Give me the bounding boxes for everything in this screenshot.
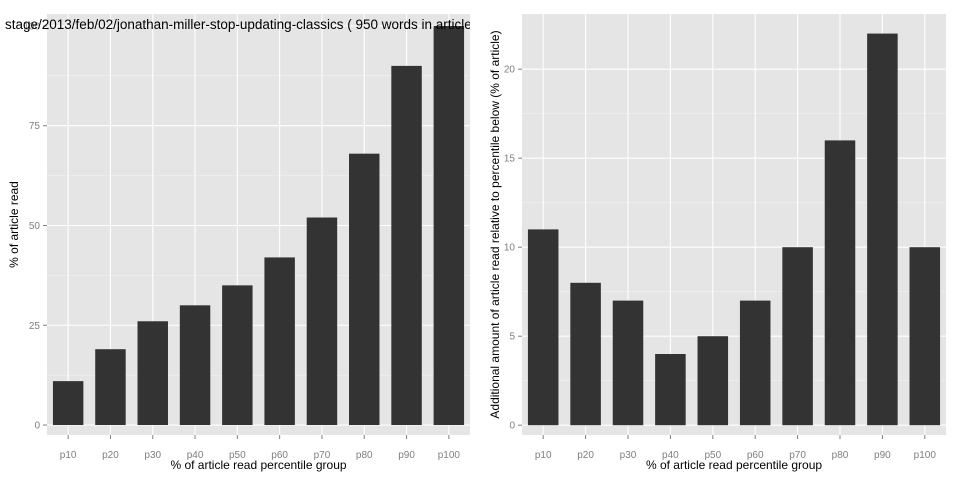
x-axis-title: % of article read percentile group [646,458,822,472]
x-tick-label: p80 [356,450,373,461]
x-tick-label: p10 [535,450,552,461]
x-tick-label: p50 [704,450,721,461]
x-tick-label: p100 [914,450,937,461]
x-tick-label: p50 [229,450,246,461]
bar-p60 [739,300,771,426]
y-tick-label: 5 [509,332,515,343]
x-tick-label: p20 [577,450,594,461]
y-tick-label: 100 [23,21,40,32]
x-tick-label: p80 [832,450,849,461]
y-tick-label: 0 [509,421,515,432]
y-tick-label: 50 [29,221,41,232]
bar-p30 [612,300,644,426]
bar-p20 [570,282,601,426]
y-tick-label: 20 [504,65,516,76]
bar-p90 [867,33,898,426]
x-tick-label: p30 [144,450,161,461]
bar-p20 [95,349,126,426]
bar-p100 [433,25,465,426]
bar-p70 [782,247,813,426]
bar-p40 [179,305,211,426]
bar-p40 [655,354,686,426]
chart-additional-read: 0 5 10 15 20 p10 p20 p30 p40 p50 p60 p70 p80 p90 p100%… [488,14,946,472]
x-tick-label: p10 [60,450,77,461]
chart-percent-read: 0 25 50 75 100 p10 p20 p30 p40 p50 p60 p70 p80 p90 p10… [5,14,472,472]
y-tick-label: 0 [34,421,40,432]
x-tick-label: p100 [438,450,461,461]
x-tick-label: p40 [187,450,204,461]
y-tick-label: 25 [29,321,41,332]
bar-p30 [137,321,168,426]
bar-p70 [306,217,338,426]
chart-title: stage/2013/feb/02/jonathan-miller-stop-u… [5,17,472,32]
x-tick-label: p20 [102,450,119,461]
x-tick-label: p60 [271,450,288,461]
bar-p10 [527,229,559,426]
bar-p50 [222,285,253,426]
x-axis-title: % of article read percentile group [170,458,346,472]
bar-p50 [697,336,729,426]
y-axis-title: Additional amount of article read relati… [488,30,502,418]
bar-p80 [824,140,856,426]
x-tick-label: p90 [874,450,891,461]
x-tick-label: p60 [747,450,764,461]
bar-p60 [264,257,295,426]
bar-p80 [349,153,380,426]
y-tick-label: 75 [29,121,41,132]
bar-p100 [909,247,941,426]
bar-p10 [52,381,84,426]
y-tick-label: 10 [504,243,516,254]
x-tick-label: p90 [398,450,415,461]
x-tick-label: p40 [662,450,679,461]
x-tick-label: p30 [620,450,637,461]
x-tick-label: p70 [314,450,331,461]
y-axis-title: % of article read [7,181,21,268]
bar-p90 [391,65,422,426]
y-tick-label: 15 [504,154,516,165]
x-tick-label: p70 [789,450,806,461]
